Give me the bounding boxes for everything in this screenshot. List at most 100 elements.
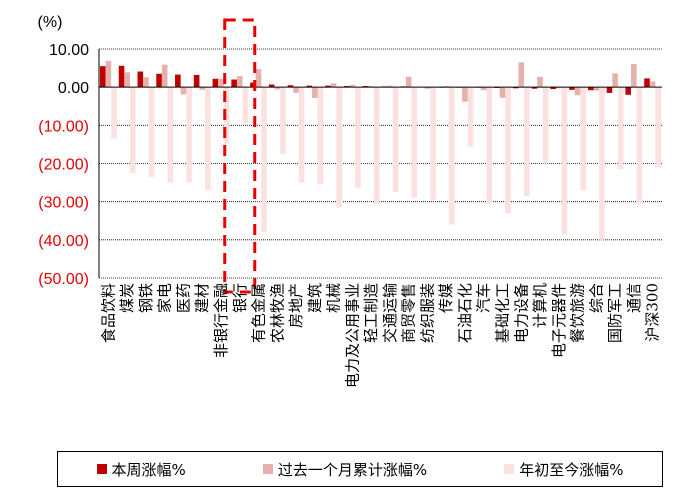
gridlines <box>99 48 662 279</box>
bar-series-2 <box>298 87 305 183</box>
bar-series-2 <box>336 87 342 208</box>
y-unit-label: (%) <box>38 14 63 31</box>
x-tick-label: 餐饮旅游 <box>569 283 587 343</box>
x-tick-label: 综合 <box>587 283 605 313</box>
y-tick-label: 0.00 <box>58 80 89 97</box>
bar-series-2 <box>580 87 586 191</box>
legend: 本周涨幅% 过去一个月累计涨幅% 年初至今涨幅% <box>57 451 663 487</box>
bar-series-0 <box>343 86 350 88</box>
bar-series-0 <box>137 71 144 88</box>
y-tick-label: (40.00) <box>38 233 89 250</box>
y-tick-label: (30.00) <box>38 195 89 212</box>
y-axis-ticks: 10.00 0.00 (10.00) (20.00) (30.00) (40.00) (50… <box>38 42 89 288</box>
bar-series-0 <box>99 66 106 88</box>
bar-series-2 <box>111 87 117 139</box>
x-tick-label: 有色金属 <box>250 283 268 343</box>
bar-series-1 <box>180 87 187 95</box>
bar-series-1 <box>349 84 356 88</box>
legend-item-weekly: 本周涨幅% <box>96 459 186 480</box>
legend-swatch-ytd <box>504 464 515 474</box>
bar-series-0 <box>268 84 275 88</box>
bar-series-1 <box>387 85 393 88</box>
bar-series-1 <box>518 62 525 88</box>
bar-series-2 <box>411 87 418 198</box>
bar-series-1 <box>312 87 318 98</box>
bar-series-2 <box>373 87 380 204</box>
bar-series-2 <box>280 87 286 154</box>
bar-series-1 <box>161 64 168 88</box>
bar-series-1 <box>293 87 299 93</box>
bar-series-2 <box>355 87 361 189</box>
bar-series-2 <box>167 87 174 183</box>
bar-series-2 <box>448 87 455 225</box>
bar-series-1 <box>274 87 281 90</box>
bar-series-1 <box>480 87 487 91</box>
bar-series-0 <box>175 74 181 88</box>
bar-series-2 <box>505 87 511 214</box>
x-tick-label: 建材 <box>193 283 211 313</box>
bar-series-0 <box>587 87 594 91</box>
bar-series-0 <box>231 79 237 88</box>
y-tick-label: (10.00) <box>38 118 89 135</box>
x-tick-label: 纺织服装 <box>418 283 436 343</box>
bar-series-0 <box>569 87 575 90</box>
bar-series-0 <box>606 87 613 93</box>
legend-label-ytd: 年初至今涨幅% <box>519 460 624 479</box>
bar-series-2 <box>617 87 624 170</box>
bar-series-0 <box>156 73 162 88</box>
bar-series-2 <box>317 87 324 185</box>
x-tick-label: 传媒 <box>437 283 455 313</box>
bar-series-1 <box>499 87 506 98</box>
x-tick-label: 建筑 <box>306 283 324 313</box>
bar-series-1 <box>555 87 562 89</box>
bar-series-0 <box>118 65 125 88</box>
legend-label-monthly: 过去一个月累计涨幅% <box>277 460 428 479</box>
chart-canvas: (%) 10.00 0.00 (10.00) (20.00) (30.00) (40.00… <box>38 14 662 388</box>
bars <box>99 60 662 240</box>
legend-item-monthly: 过去一个月累计涨幅% <box>262 459 428 480</box>
bar-series-1 <box>236 76 243 88</box>
y-tick-label: 10.00 <box>49 42 89 59</box>
bar-series-2 <box>186 87 192 183</box>
x-tick-label: 钢铁 <box>137 283 155 313</box>
x-tick-label: 医药 <box>174 283 192 313</box>
bar-series-2 <box>655 87 662 168</box>
legend-label-weekly: 本周涨幅% <box>111 460 186 479</box>
bar-series-1 <box>368 86 374 88</box>
bar-series-2 <box>561 87 568 235</box>
x-tick-label: 家电 <box>156 283 174 313</box>
x-tick-label: 银行 <box>231 283 249 313</box>
bar-series-2 <box>636 87 643 204</box>
bar-series-1 <box>649 81 656 88</box>
bar-series-0 <box>193 74 200 88</box>
x-tick-label: 机械 <box>325 283 343 313</box>
x-tick-label: 通信 <box>625 283 643 313</box>
bar-series-1 <box>443 86 449 88</box>
x-tick-label: 基础化工 <box>493 283 511 343</box>
x-tick-label: 电力及公用事业 <box>343 283 361 388</box>
bar-series-1 <box>255 69 262 88</box>
bar-series-2 <box>261 87 267 233</box>
bar-series-0 <box>306 85 313 88</box>
x-tick-label: 国防军工 <box>606 283 624 343</box>
x-tick-label: 非银行金融 <box>212 283 230 358</box>
x-tick-label: 煤炭 <box>118 283 136 313</box>
bar-series-2 <box>242 87 249 124</box>
bar-series-0 <box>287 85 294 88</box>
legend-item-ytd: 年初至今涨幅% <box>504 459 623 480</box>
bar-series-1 <box>405 76 412 88</box>
bar-series-1 <box>124 72 130 88</box>
x-tick-label: 食品饮料 <box>99 283 117 343</box>
bar-series-2 <box>148 87 155 177</box>
bar-series-2 <box>599 87 605 240</box>
bar-series-0 <box>212 78 219 88</box>
bar-series-1 <box>330 83 337 88</box>
bar-series-2 <box>205 87 211 191</box>
bar-series-1 <box>612 73 618 88</box>
x-tick-label: 商贸零售 <box>400 283 418 343</box>
legend-swatch-monthly <box>262 464 273 474</box>
x-axis-labels: 食品饮料 煤炭 钢铁 家电 医药 建材 非银行金融 银行 有色金属 农林牧渔 房地产 建筑 机械 电力及公… <box>99 283 661 388</box>
bar-series-1 <box>143 77 149 88</box>
bar-series-2 <box>486 87 493 204</box>
y-tick-label: (50.00) <box>38 271 89 288</box>
